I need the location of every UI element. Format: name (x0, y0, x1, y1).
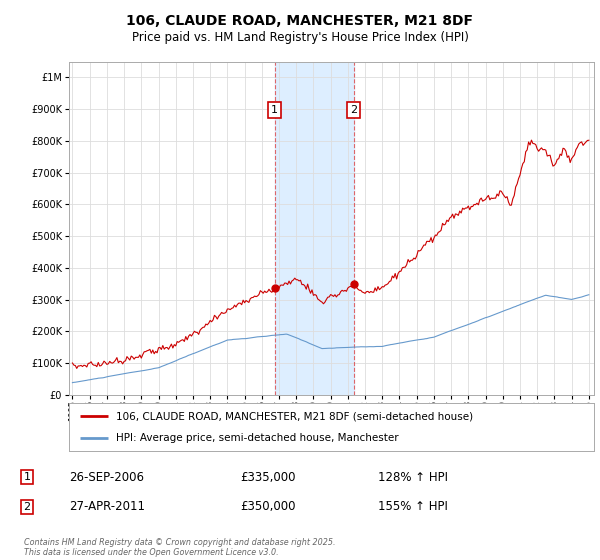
Text: 1: 1 (271, 105, 278, 115)
Text: 106, CLAUDE ROAD, MANCHESTER, M21 8DF (semi-detached house): 106, CLAUDE ROAD, MANCHESTER, M21 8DF (s… (116, 411, 473, 421)
Text: 155% ↑ HPI: 155% ↑ HPI (378, 500, 448, 514)
Text: 2: 2 (23, 502, 31, 512)
Text: 1: 1 (23, 472, 31, 482)
Text: 106, CLAUDE ROAD, MANCHESTER, M21 8DF: 106, CLAUDE ROAD, MANCHESTER, M21 8DF (127, 14, 473, 28)
Text: £350,000: £350,000 (240, 500, 296, 514)
Text: HPI: Average price, semi-detached house, Manchester: HPI: Average price, semi-detached house,… (116, 433, 399, 443)
Text: 2: 2 (350, 105, 357, 115)
Bar (275, 62, 353, 395)
Text: 26-SEP-2006: 26-SEP-2006 (69, 470, 144, 484)
Text: 128% ↑ HPI: 128% ↑ HPI (378, 470, 448, 484)
Text: 27-APR-2011: 27-APR-2011 (69, 500, 145, 514)
Text: £335,000: £335,000 (240, 470, 296, 484)
Text: Contains HM Land Registry data © Crown copyright and database right 2025.
This d: Contains HM Land Registry data © Crown c… (24, 538, 335, 557)
Text: Price paid vs. HM Land Registry's House Price Index (HPI): Price paid vs. HM Land Registry's House … (131, 31, 469, 44)
